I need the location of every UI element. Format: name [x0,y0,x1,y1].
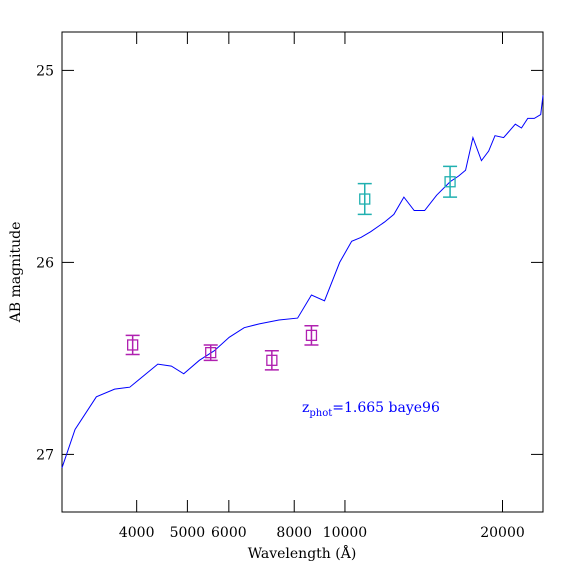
error-bar [264,349,279,371]
annotation-main: z [302,400,309,416]
error-bar [357,182,372,216]
photometry-point [266,354,278,366]
photometry-point [359,193,371,205]
y-tick-label: 27 [36,447,54,463]
annotation-rest: =1.665 baye96 [332,400,440,416]
error-bar [125,334,140,356]
x-tick-label: 8000 [276,525,312,541]
annotation: zphot=1.665 baye96 [302,400,440,419]
x-tick-label: 6000 [211,525,247,541]
x-axis-label: Wavelength (Å) [248,544,357,562]
sed-line [61,95,544,469]
y-axis-label: AB magnitude [8,222,24,324]
plot-frame [61,31,544,513]
photometry-point [205,346,217,359]
error-bar [304,325,319,346]
photometry-point [127,339,139,351]
x-tick-label: 5000 [170,525,206,541]
photometry-point [444,176,456,188]
y-tick-label: 26 [36,255,54,271]
error-bar [443,165,458,198]
photometry-point [305,329,318,342]
y-tick-label: 25 [36,63,54,79]
x-tick-label: 4000 [119,525,155,541]
x-tick-label: 10000 [323,525,368,541]
x-tick-label: 20000 [480,525,525,541]
annotation-sub: phot [309,408,332,419]
